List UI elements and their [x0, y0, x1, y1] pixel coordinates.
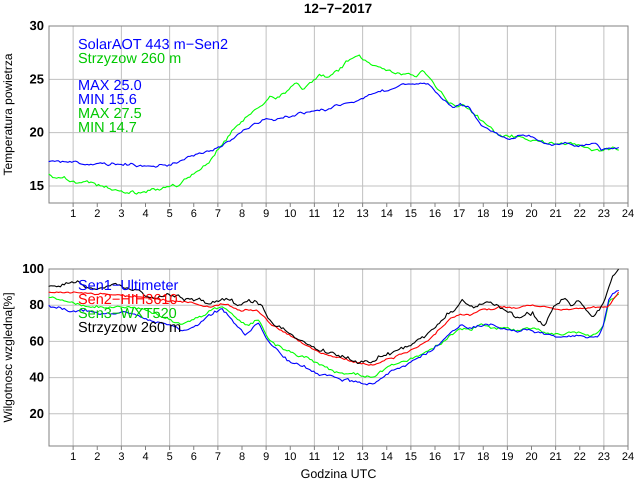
svg-text:Strzyzow 260 m: Strzyzow 260 m	[78, 51, 181, 67]
svg-text:22: 22	[574, 208, 586, 220]
svg-text:1: 1	[70, 208, 76, 220]
svg-text:100: 100	[22, 261, 44, 276]
svg-text:15: 15	[405, 208, 417, 220]
svg-text:16: 16	[429, 208, 441, 220]
svg-text:24: 24	[622, 451, 634, 463]
svg-text:15: 15	[30, 178, 44, 193]
svg-text:Godzina UTC: Godzina UTC	[301, 467, 377, 480]
svg-text:12−7−2017: 12−7−2017	[304, 1, 372, 16]
svg-text:17: 17	[453, 208, 465, 220]
svg-text:30: 30	[30, 18, 44, 33]
svg-text:23: 23	[598, 208, 610, 220]
svg-text:8: 8	[239, 208, 245, 220]
svg-text:5: 5	[167, 451, 173, 463]
svg-text:20: 20	[525, 451, 537, 463]
svg-text:4: 4	[142, 208, 148, 220]
svg-text:8: 8	[239, 451, 245, 463]
svg-text:MIN 14.7: MIN 14.7	[78, 120, 137, 136]
svg-text:18: 18	[477, 208, 489, 220]
svg-text:25: 25	[30, 71, 44, 86]
svg-text:5: 5	[167, 208, 173, 220]
svg-text:24: 24	[622, 208, 634, 220]
svg-text:20: 20	[525, 208, 537, 220]
svg-text:6: 6	[191, 451, 197, 463]
svg-text:10: 10	[284, 451, 296, 463]
svg-text:14: 14	[381, 451, 393, 463]
svg-text:1: 1	[70, 451, 76, 463]
svg-text:12: 12	[332, 451, 344, 463]
svg-text:21: 21	[550, 208, 562, 220]
svg-text:17: 17	[453, 451, 465, 463]
svg-text:12: 12	[332, 208, 344, 220]
svg-text:80: 80	[30, 297, 44, 312]
svg-text:11: 11	[309, 208, 320, 220]
svg-text:19: 19	[501, 451, 513, 463]
svg-text:23: 23	[598, 451, 610, 463]
svg-text:7: 7	[215, 208, 221, 220]
svg-text:2: 2	[94, 208, 100, 220]
svg-text:4: 4	[142, 451, 148, 463]
svg-text:20: 20	[30, 406, 44, 421]
svg-text:21: 21	[550, 451, 562, 463]
svg-text:3: 3	[118, 451, 124, 463]
svg-text:40: 40	[30, 370, 44, 385]
svg-text:Temperatura powietrza: Temperatura powietrza	[1, 53, 15, 175]
svg-text:14: 14	[381, 208, 393, 220]
svg-text:6: 6	[191, 208, 197, 220]
svg-text:20: 20	[30, 125, 44, 140]
svg-text:2: 2	[94, 451, 100, 463]
svg-text:Wilgotnosc wzgledna[%]: Wilgotnosc wzgledna[%]	[1, 292, 15, 422]
svg-text:9: 9	[263, 208, 269, 220]
svg-text:15: 15	[405, 451, 417, 463]
svg-text:3: 3	[118, 208, 124, 220]
svg-text:16: 16	[429, 451, 441, 463]
svg-text:7: 7	[215, 451, 221, 463]
svg-text:10: 10	[284, 208, 296, 220]
svg-text:13: 13	[357, 208, 369, 220]
svg-text:Strzyzow 260 m: Strzyzow 260 m	[78, 320, 181, 336]
svg-text:22: 22	[574, 451, 586, 463]
svg-text:18: 18	[477, 451, 489, 463]
svg-text:60: 60	[30, 333, 44, 348]
svg-text:19: 19	[501, 208, 513, 220]
svg-text:11: 11	[309, 451, 320, 463]
svg-text:9: 9	[263, 451, 269, 463]
svg-text:13: 13	[357, 451, 369, 463]
